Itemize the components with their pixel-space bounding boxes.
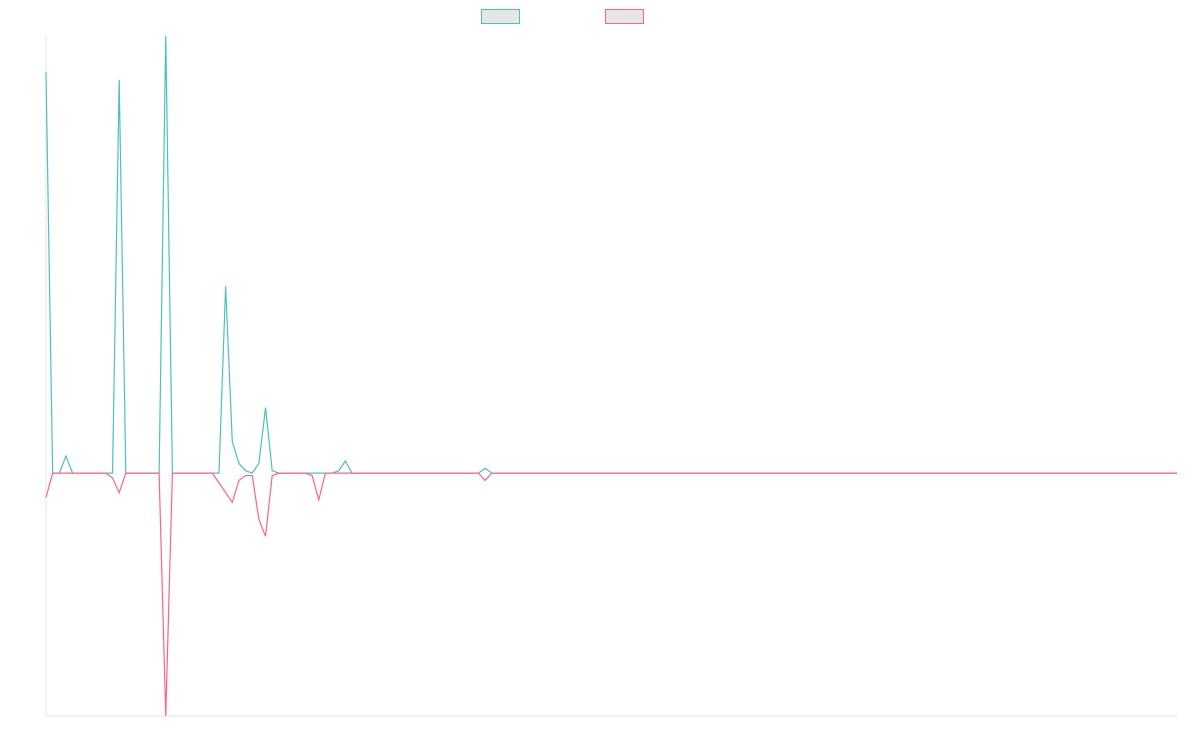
legend: [0, 9, 1200, 27]
legend-item-series-a[interactable]: [481, 9, 526, 24]
legend-swatch-series-a: [481, 9, 520, 24]
series-layer: [45, 35, 1177, 717]
series-line-b[interactable]: [45, 472, 1177, 717]
legend-item-series-b[interactable]: [605, 9, 650, 24]
series-line-a[interactable]: [45, 35, 1177, 474]
legend-swatch-series-b: [605, 9, 644, 24]
